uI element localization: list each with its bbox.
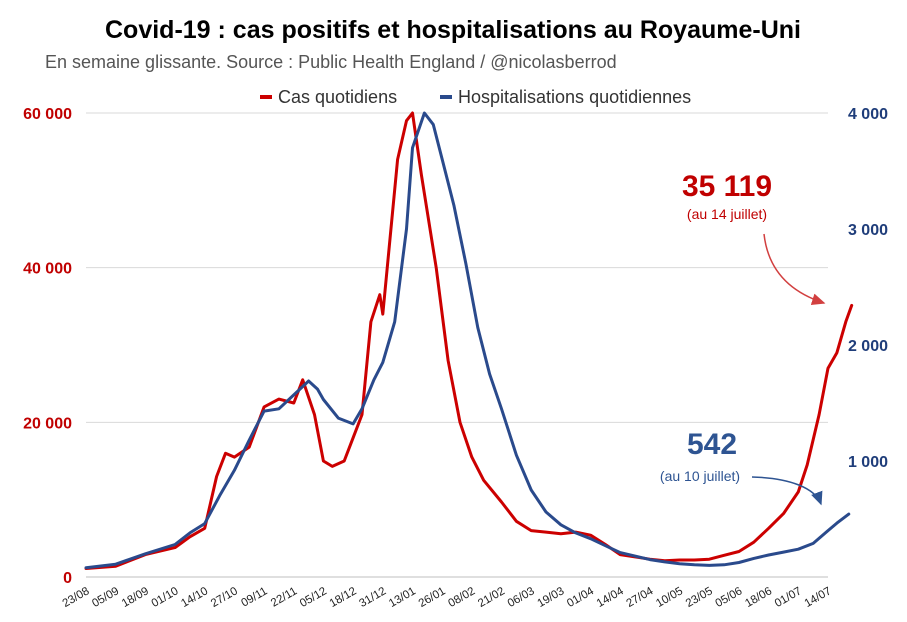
x-tick-label: 18/09	[120, 585, 151, 610]
x-tick-label: 08/02	[446, 585, 477, 610]
x-tick-label: 23/05	[684, 585, 715, 610]
x-tick-label: 27/04	[624, 585, 655, 610]
x-tick-label: 09/11	[239, 585, 269, 609]
x-tick-label: 18/12	[328, 585, 359, 610]
y-left-tick-label: 20 000	[23, 415, 72, 432]
y-right-tick-label: 3 000	[848, 222, 888, 239]
chart-subtitle: En semaine glissante. Source : Public He…	[45, 52, 617, 72]
x-tick-label: 21/02	[476, 585, 507, 610]
y-right-tick-label: 2 000	[848, 338, 888, 355]
annotation-cases-arrow	[763, 233, 826, 306]
x-tick-label: 05/12	[298, 585, 329, 610]
x-tick-label: 01/10	[150, 585, 181, 610]
annotation-cases-value: 35 119	[682, 170, 772, 203]
x-tick-label: 19/03	[535, 585, 566, 610]
legend-label-hospitalisations: Hospitalisations quotidiennes	[458, 87, 691, 107]
x-tick-label: 26/01	[417, 585, 448, 610]
annotation-hospitalisations: 542 (au 10 juillet)	[660, 428, 823, 506]
annotation-cases: 35 119 (au 14 juillet)	[682, 170, 826, 306]
x-tick-label: 22/11	[269, 585, 299, 609]
gridlines	[86, 112, 828, 578]
x-tick-label: 01/07	[773, 585, 804, 610]
x-tick-label: 14/04	[595, 585, 626, 610]
y-left-tick-label: 40 000	[23, 261, 72, 278]
legend-label-cases: Cas quotidiens	[278, 87, 397, 107]
y-axis-left: 0 20 000 40 000 60 000	[23, 106, 72, 587]
x-tick-label: 18/06	[743, 585, 774, 610]
chart-title: Covid-19 : cas positifs et hospitalisati…	[105, 16, 801, 44]
x-tick-label: 14/07	[803, 585, 834, 610]
x-tick-label: 01/04	[565, 585, 596, 610]
annotation-hospitalisations-arrow	[751, 476, 823, 506]
x-tick-label: 13/01	[387, 585, 418, 610]
legend: Cas quotidiens Hospitalisations quotidie…	[260, 87, 691, 107]
x-tick-label: 10/05	[654, 585, 685, 610]
x-tick-label: 27/10	[209, 585, 240, 610]
x-tick-label: 31/12	[357, 585, 388, 610]
annotation-hospitalisations-note: (au 10 juillet)	[660, 468, 740, 484]
series-lines	[84, 111, 854, 570]
x-tick-label: 05/06	[714, 585, 745, 610]
y-left-tick-label: 0	[63, 570, 72, 587]
x-tick-label: 14/10	[179, 585, 210, 610]
annotation-hospitalisations-value: 542	[687, 428, 737, 461]
y-right-tick-label: 1 000	[848, 454, 888, 471]
y-axis-right: 1 000 2 000 3 000 4 000	[848, 106, 888, 471]
y-left-tick-label: 60 000	[23, 106, 72, 123]
x-tick-label: 06/03	[506, 585, 537, 610]
y-right-tick-label: 4 000	[848, 106, 888, 123]
annotation-cases-note: (au 14 juillet)	[687, 206, 767, 222]
series-line-hospitalisations	[84, 111, 851, 570]
x-tick-label: 05/09	[90, 585, 121, 610]
x-tick-label: 23/08	[61, 585, 92, 610]
